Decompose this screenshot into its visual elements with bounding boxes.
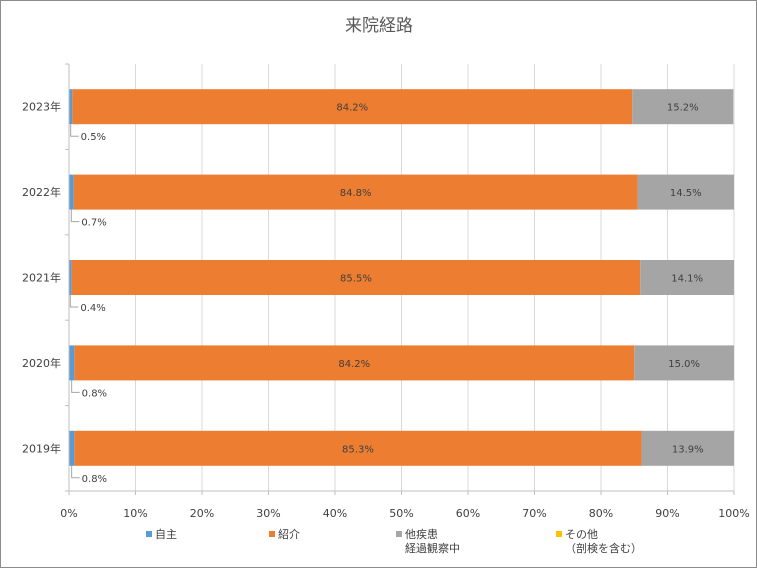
legend-label: 自主 — [155, 528, 177, 541]
bar-segment — [74, 430, 642, 466]
data-label: 0.4% — [80, 303, 105, 314]
data-label: 15.2% — [667, 103, 699, 114]
bar-segment — [637, 174, 734, 210]
x-tick-label: 30% — [256, 507, 280, 520]
bars — [69, 89, 734, 466]
data-label: 14.1% — [671, 274, 703, 285]
legend: 自主 紹介 他疾患経過観察中 その他（剖検を含む） — [146, 527, 642, 555]
legend-label-line: （剖検を含む） — [565, 541, 642, 555]
leader-line — [69, 295, 79, 308]
legend-label: その他（剖検を含む） — [565, 528, 642, 555]
data-label: 0.7% — [81, 218, 106, 229]
legend-label-line: その他 — [565, 528, 598, 541]
legend-swatch — [556, 531, 562, 537]
bar-segment — [72, 89, 633, 125]
category-label: 2021年 — [22, 271, 61, 285]
leader-line — [71, 465, 80, 479]
bar-segment — [74, 345, 635, 381]
legend-label: 紹介 — [278, 528, 300, 541]
data-label: 0.8% — [82, 388, 107, 399]
legend-swatch — [396, 531, 402, 537]
category-label: 2020年 — [22, 356, 61, 370]
legend-label-line: 他疾患 — [405, 527, 438, 541]
x-tick-label: 50% — [389, 507, 413, 520]
bar-segment — [69, 260, 72, 295]
legend-swatch — [269, 531, 275, 537]
category-label: 2022年 — [22, 185, 61, 199]
x-tick-label: 90% — [655, 507, 679, 520]
bar-segment — [640, 260, 734, 295]
category-label: 2019年 — [22, 441, 61, 455]
x-tick-label: 80% — [589, 507, 613, 520]
data-labels: 0.5% 84.2% 15.2% 0.7% 84.8% 14.5% 0.4% 85.5% 14.… — [69, 103, 704, 485]
bar-segment — [632, 89, 734, 125]
data-label: 85.3% — [342, 444, 374, 455]
legend-label-line: 自主 — [155, 528, 177, 541]
data-label: 85.5% — [340, 274, 372, 285]
data-label: 0.5% — [81, 132, 106, 143]
category-label: 2023年 — [22, 100, 61, 114]
bar-segment — [69, 430, 75, 466]
leader-line — [71, 380, 80, 393]
data-label: 13.9% — [672, 444, 704, 455]
x-tick-label: 0% — [60, 507, 77, 520]
data-label: 14.5% — [670, 188, 702, 199]
bar-segment — [69, 174, 74, 210]
x-tick-label: 100% — [718, 507, 749, 520]
leader-line — [70, 124, 79, 137]
x-tick-label: 10% — [123, 507, 147, 520]
axes: 0% 10% 20% 30% 40% 50% 60% 70% 80% 90% 100% 2023年 20… — [22, 63, 750, 520]
bar-segment — [634, 345, 734, 381]
x-tick-label: 20% — [190, 507, 214, 520]
legend-label: 他疾患経過観察中 — [405, 527, 460, 555]
data-label: 15.0% — [668, 359, 700, 370]
x-tick-label: 60% — [456, 507, 480, 520]
leader-line — [70, 209, 80, 223]
bar-segment — [69, 89, 73, 125]
bar-segment — [641, 430, 734, 466]
legend-label-line: 経過観察中 — [405, 541, 460, 555]
legend-label-line: 紹介 — [278, 528, 300, 541]
bar-segment — [73, 174, 638, 210]
data-label: 84.2% — [336, 103, 368, 114]
x-tick-label: 40% — [323, 507, 347, 520]
x-tick-label: 70% — [522, 507, 546, 520]
bar-segment — [69, 345, 75, 381]
data-label: 84.8% — [340, 188, 372, 199]
bar-segment — [71, 260, 641, 295]
chart-title: 来院経路 — [345, 16, 413, 36]
legend-swatch — [146, 531, 152, 537]
data-label: 84.2% — [338, 359, 370, 370]
data-label: 0.8% — [82, 474, 107, 485]
